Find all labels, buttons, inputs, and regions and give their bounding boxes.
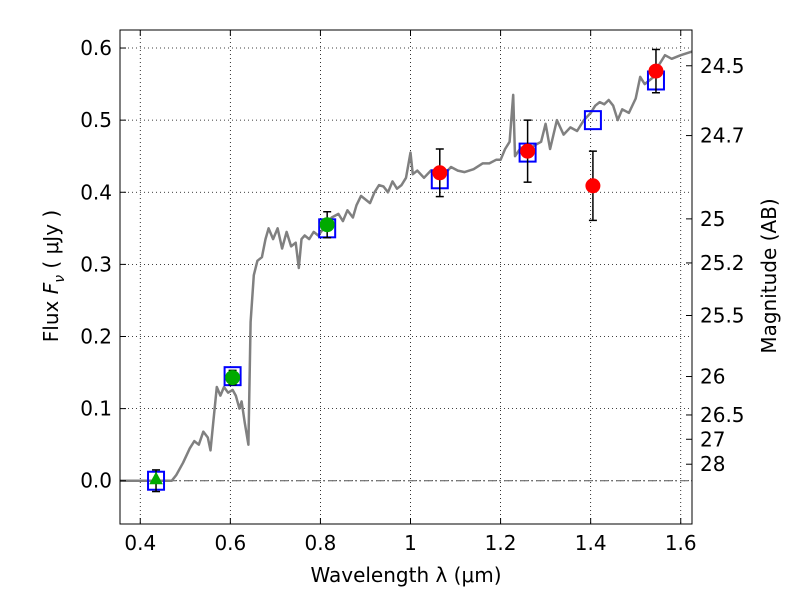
y-tick-label: 0.6 <box>80 36 112 60</box>
data-point <box>648 63 664 79</box>
x-tick-label: 1 <box>404 531 417 555</box>
mag-tick-label: 28 <box>700 452 725 476</box>
data-point <box>225 370 241 386</box>
y-tick-labels: 0.0 0.1 0.2 0.3 0.4 0.5 0.6 <box>80 36 112 493</box>
y-tick-label: 0.1 <box>80 397 112 421</box>
mag-tick-label: 27 <box>700 427 725 451</box>
mag-tick-label: 26 <box>700 365 725 389</box>
mag-tick-label: 25.5 <box>700 304 745 328</box>
x-tick-label: 0.6 <box>214 531 246 555</box>
y-axis-label: Flux Fν ( μJy ) <box>39 210 68 342</box>
model-spectrum-line <box>120 50 693 482</box>
model-box <box>583 110 602 131</box>
mag-tick-label: 25 <box>700 207 725 231</box>
data-point <box>319 217 335 233</box>
y-tick-label: 0.2 <box>80 324 112 348</box>
x-axis-label: Wavelength λ (μm) <box>310 563 501 587</box>
x-tick-label: 1.4 <box>575 531 607 555</box>
model-spectrum <box>120 50 693 482</box>
y2-axis-label: Magnitude (AB) <box>757 198 781 353</box>
y-tick-label: 0.0 <box>80 469 112 493</box>
model-photometry-boxes <box>147 70 665 491</box>
data-point <box>520 143 536 159</box>
data-point-triangle <box>149 471 163 485</box>
x-tick-labels: 0.4 0.6 0.8 1 1.2 1.4 1.6 <box>124 531 696 555</box>
y-tick-label: 0.3 <box>80 252 112 276</box>
mag-tick-label: 24.5 <box>700 54 745 78</box>
ticks <box>120 30 692 524</box>
mag-tick-label: 24.7 <box>700 124 745 148</box>
plot-frame <box>119 29 693 525</box>
error-bars <box>152 48 660 493</box>
y-tick-label: 0.4 <box>80 180 112 204</box>
x-tick-label: 0.8 <box>305 531 337 555</box>
mag-tick-label: 25.2 <box>700 251 745 275</box>
mag-tick-label: 26.5 <box>700 403 745 427</box>
x-tick-label: 1.2 <box>485 531 517 555</box>
data-point <box>432 165 448 181</box>
observed-points <box>149 63 664 485</box>
x-tick-label: 0.4 <box>124 531 156 555</box>
y-tick-label: 0.5 <box>80 108 112 132</box>
data-point <box>585 178 601 194</box>
x-tick-label: 1.6 <box>665 531 697 555</box>
